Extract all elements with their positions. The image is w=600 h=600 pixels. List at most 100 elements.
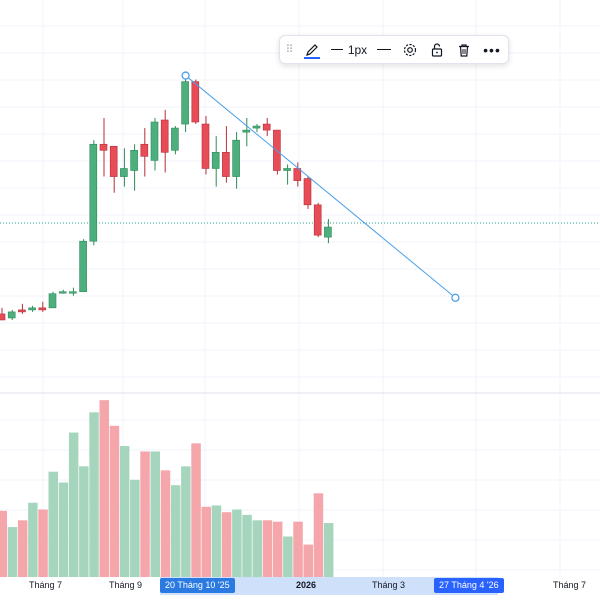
- volume-bar: [119, 446, 130, 577]
- lock-icon[interactable]: [423, 36, 450, 63]
- candle-body: [181, 81, 189, 125]
- volume-bar: [140, 451, 150, 577]
- candle: [222, 126, 230, 183]
- candle: [130, 144, 138, 191]
- volume-bar: [79, 466, 89, 577]
- volume-bar: [0, 510, 7, 577]
- candle: [58, 289, 67, 294]
- candle: [191, 79, 200, 125]
- x-highlight-start-label: 20 Tháng 10 '25: [160, 578, 235, 593]
- x-highlight-end-label: 27 Tháng 4 '26: [434, 578, 504, 593]
- candle-body: [38, 307, 47, 311]
- candle-body: [0, 313, 6, 321]
- time-axis-selection-range: [160, 577, 498, 595]
- x-tick-label: 2026: [296, 580, 317, 590]
- volume-bar: [313, 493, 324, 577]
- candle: [252, 124, 261, 133]
- candle-body: [140, 143, 149, 157]
- volume-bar: [242, 514, 252, 577]
- candle: [293, 162, 302, 187]
- volume-bars: [0, 400, 334, 577]
- x-tick-label: Tháng 7: [29, 580, 63, 590]
- volume-bar: [38, 509, 48, 577]
- drawing-toolbar: ⠿ 1px •••: [279, 35, 509, 64]
- volume-bar: [28, 502, 38, 577]
- volume-bar: [232, 509, 242, 577]
- candle: [160, 109, 169, 173]
- candle: [7, 309, 16, 320]
- candle-body: [211, 152, 220, 169]
- candle-body: [222, 152, 230, 177]
- candle-body: [130, 150, 138, 171]
- candle: [120, 148, 128, 187]
- candle: [140, 128, 149, 177]
- volume-bar: [99, 400, 109, 577]
- volume-bar: [221, 512, 232, 577]
- candle-body: [48, 293, 57, 309]
- candle-body: [262, 123, 271, 131]
- candle: [89, 140, 98, 246]
- candle: [242, 117, 251, 147]
- candle: [38, 301, 47, 312]
- more-icon[interactable]: •••: [483, 41, 501, 58]
- candle: [201, 115, 210, 175]
- volume-bar: [252, 520, 262, 577]
- candle: [150, 117, 159, 171]
- candle-body: [201, 123, 210, 169]
- volume-bar: [58, 482, 69, 577]
- x-tick-label: Tháng 9: [109, 580, 143, 590]
- candle: [181, 75, 189, 133]
- candle: [69, 287, 77, 296]
- volume-bar: [109, 425, 120, 577]
- candle-body: [191, 81, 200, 123]
- pencil-icon[interactable]: [298, 36, 326, 63]
- volume-bar: [160, 470, 171, 577]
- volume-bar: [89, 412, 99, 577]
- chart-grid: [0, 0, 600, 577]
- volume-bar: [68, 432, 79, 577]
- trend-line: [185, 75, 456, 299]
- volume-bar: [150, 451, 160, 577]
- candle-body: [28, 307, 36, 311]
- candle: [28, 305, 36, 312]
- candle-body: [18, 309, 26, 313]
- volume-bar: [272, 521, 283, 577]
- candle-body: [324, 226, 332, 238]
- candle-body: [283, 168, 291, 171]
- candle-body: [252, 125, 261, 129]
- candle-body: [303, 178, 312, 206]
- candle-body: [120, 168, 128, 177]
- drag-handle-icon[interactable]: ⠿: [285, 44, 293, 56]
- candlestick-series: [0, 75, 332, 321]
- candle: [232, 132, 240, 189]
- candle: [283, 164, 291, 185]
- candle-body: [69, 291, 77, 294]
- candle-body: [109, 145, 118, 177]
- candle: [313, 202, 322, 238]
- candle: [18, 303, 26, 314]
- settings-icon[interactable]: [396, 36, 423, 63]
- candle-body: [58, 291, 67, 294]
- candle-body: [99, 143, 108, 151]
- x-tick-label: Tháng 7: [553, 580, 587, 590]
- trend-line-end-handle: [451, 293, 460, 302]
- volume-bar: [17, 520, 28, 577]
- volume-bar: [293, 521, 303, 577]
- candle: [303, 176, 312, 209]
- volume-bar: [323, 523, 334, 577]
- line-width-icon: [330, 49, 343, 50]
- line-width-button[interactable]: 1px: [326, 36, 372, 63]
- volume-bar: [201, 506, 211, 577]
- candle: [171, 126, 179, 155]
- volume-bar: [191, 443, 201, 577]
- trash-icon[interactable]: [450, 36, 477, 63]
- candle: [211, 136, 220, 187]
- volume-bar: [303, 544, 313, 577]
- volume-bar: [211, 505, 222, 577]
- volume-bar: [130, 479, 140, 577]
- candle: [262, 117, 271, 137]
- candle-body: [79, 240, 87, 292]
- candle-body: [89, 143, 98, 242]
- line-style-icon[interactable]: [372, 36, 396, 63]
